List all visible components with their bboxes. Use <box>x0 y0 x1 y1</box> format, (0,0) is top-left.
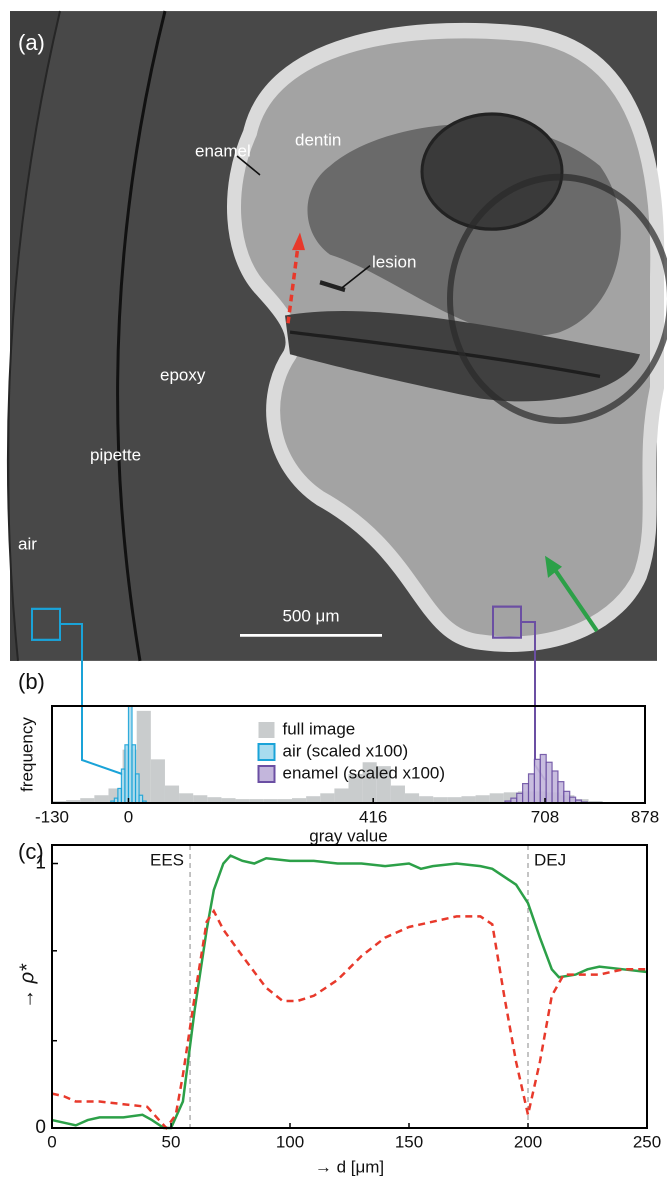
x-tick-label: 150 <box>395 1132 423 1151</box>
y-axis-label: frequency <box>17 717 36 792</box>
histogram-bar <box>539 753 547 804</box>
panel-label: (b) <box>18 669 45 694</box>
histogram-bar <box>551 770 559 804</box>
histogram-bar <box>94 795 109 803</box>
scale-bar-label: 500 μm <box>282 606 339 625</box>
histogram-bar <box>522 782 530 804</box>
histogram-bar <box>235 799 250 803</box>
histogram-bar <box>249 799 264 803</box>
histogram-bar <box>150 759 165 803</box>
legend-swatch <box>257 743 276 761</box>
panel-label: (c) <box>18 839 44 864</box>
line-series <box>51 908 647 1130</box>
legend-label: air (scaled x100) <box>283 741 409 760</box>
histogram-bar <box>66 800 81 803</box>
x-axis-label: → d [μm] <box>315 1157 384 1176</box>
histogram-bar <box>292 798 307 803</box>
histogram-bar <box>263 799 278 803</box>
histogram-bar <box>461 796 476 803</box>
x-tick-label: 50 <box>162 1132 181 1151</box>
plot-frame <box>51 844 648 1129</box>
histogram-bar <box>390 785 405 803</box>
plot-frame <box>51 705 646 804</box>
x-tick-label: 250 <box>633 1132 661 1151</box>
x-tick-label: 416 <box>359 807 387 826</box>
label: pipette <box>90 445 141 464</box>
histogram-bar <box>320 793 335 803</box>
histogram-bar <box>334 788 349 803</box>
histogram-bar <box>179 793 194 803</box>
histogram-bar <box>207 797 222 803</box>
histogram-bar <box>433 797 448 803</box>
legend-label: enamel (scaled x100) <box>283 763 446 782</box>
histogram-bar <box>80 798 95 803</box>
y-axis-label: → ρ* <box>16 963 38 1009</box>
x-tick-label: 0 <box>124 807 133 826</box>
histogram-bar <box>376 766 391 803</box>
panel-label: (a) <box>18 30 45 55</box>
x-tick-label: 100 <box>276 1132 304 1151</box>
legend-label: full image <box>283 719 356 738</box>
x-tick-label: 200 <box>514 1132 542 1151</box>
histogram-bar <box>419 796 434 803</box>
label: lesion <box>372 252 416 271</box>
label: enamel <box>195 141 251 160</box>
legend-swatch <box>257 765 276 783</box>
connector <box>60 623 126 776</box>
histogram-bar <box>221 798 236 803</box>
y-tick-label: 0 <box>35 1117 46 1138</box>
annotation: EES <box>150 850 184 869</box>
legend-swatch <box>258 722 275 738</box>
histogram-bar <box>563 790 571 804</box>
histogram-bar <box>164 785 180 803</box>
histogram-bar <box>527 773 536 804</box>
ct-image <box>6 10 667 662</box>
histogram-bar <box>277 799 293 803</box>
histogram-bar <box>136 710 151 803</box>
histogram-bar <box>557 781 565 804</box>
annotation: DEJ <box>534 850 566 869</box>
histogram-bar <box>348 773 363 803</box>
x-tick-label: 708 <box>531 807 559 826</box>
histogram-bar <box>306 796 321 803</box>
histogram-bar <box>362 762 377 803</box>
histogram-bar <box>475 795 490 803</box>
x-tick-label: -130 <box>35 807 69 826</box>
line-series <box>51 854 648 1130</box>
y-tick-label: 1 <box>35 853 46 874</box>
label: dentin <box>295 130 341 149</box>
histogram-bar <box>545 761 553 804</box>
histogram-bar <box>533 758 541 804</box>
x-tick-label: 0 <box>47 1132 56 1151</box>
label: epoxy <box>160 365 206 384</box>
histogram-bar <box>193 795 208 803</box>
x-tick-label: 878 <box>631 807 659 826</box>
histogram-bar <box>489 793 504 803</box>
histogram-bar <box>516 792 524 804</box>
histogram-bar <box>447 797 462 803</box>
x-axis-label: gray value <box>309 826 387 845</box>
histogram-bar <box>404 793 420 803</box>
label: air <box>18 534 37 553</box>
